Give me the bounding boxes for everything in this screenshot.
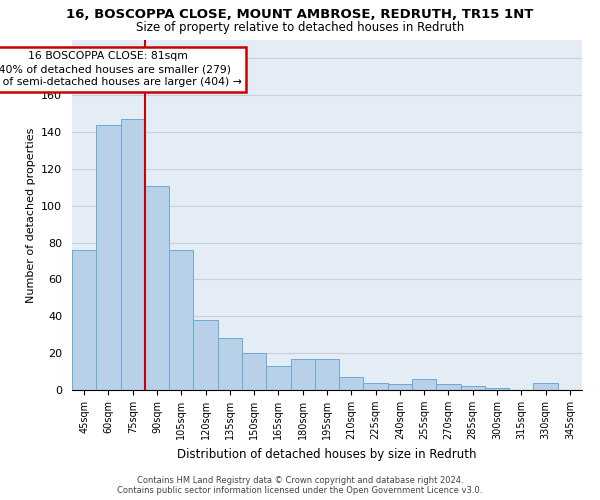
Bar: [364, 382, 388, 390]
Bar: [388, 384, 412, 390]
Bar: [218, 338, 242, 390]
Text: Size of property relative to detached houses in Redruth: Size of property relative to detached ho…: [136, 21, 464, 34]
Bar: [169, 250, 193, 390]
Bar: [242, 353, 266, 390]
Y-axis label: Number of detached properties: Number of detached properties: [26, 128, 35, 302]
Bar: [266, 366, 290, 390]
Bar: [72, 250, 96, 390]
Bar: [436, 384, 461, 390]
Text: Contains HM Land Registry data © Crown copyright and database right 2024.
Contai: Contains HM Land Registry data © Crown c…: [118, 476, 482, 495]
Bar: [290, 358, 315, 390]
Bar: [315, 358, 339, 390]
Bar: [96, 124, 121, 390]
Bar: [461, 386, 485, 390]
Bar: [121, 119, 145, 390]
Bar: [193, 320, 218, 390]
Bar: [145, 186, 169, 390]
Bar: [533, 382, 558, 390]
Text: 16, BOSCOPPA CLOSE, MOUNT AMBROSE, REDRUTH, TR15 1NT: 16, BOSCOPPA CLOSE, MOUNT AMBROSE, REDRU…: [67, 8, 533, 20]
Text: 16 BOSCOPPA CLOSE: 81sqm
← 40% of detached houses are smaller (279)
58% of semi-: 16 BOSCOPPA CLOSE: 81sqm ← 40% of detach…: [0, 51, 242, 88]
Bar: [412, 379, 436, 390]
X-axis label: Distribution of detached houses by size in Redruth: Distribution of detached houses by size …: [177, 448, 477, 460]
Bar: [485, 388, 509, 390]
Bar: [339, 377, 364, 390]
